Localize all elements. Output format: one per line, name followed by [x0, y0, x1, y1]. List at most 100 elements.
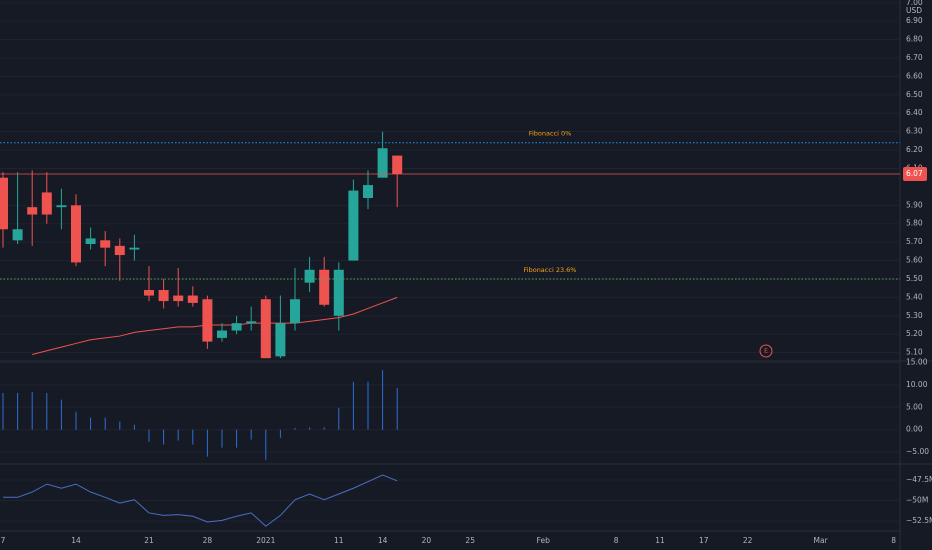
- y-tick-label: 7.00: [906, 0, 923, 7]
- x-tick-label: 2021: [256, 536, 275, 545]
- histogram-bar: [221, 429, 223, 448]
- histogram-bar: [294, 427, 296, 430]
- candle-body: [260, 299, 271, 359]
- candle-body: [290, 299, 300, 324]
- histogram-bar: [206, 429, 208, 457]
- histogram-bar: [367, 381, 369, 430]
- histogram-bar: [279, 429, 281, 438]
- candle-body: [27, 207, 38, 215]
- x-tick-label: 8: [891, 536, 896, 545]
- y-tick-label: 5.10: [906, 348, 923, 357]
- indicator-line: [3, 474, 398, 527]
- x-tick-label: 11: [334, 536, 344, 545]
- y-tick-label: 6.90: [906, 16, 923, 25]
- x-tick-label: 7: [1, 536, 6, 545]
- histogram-bar: [17, 392, 19, 430]
- x-tick-label: 28: [203, 536, 213, 545]
- y-tick-label: 5.00: [906, 402, 923, 411]
- y-tick-label: 5.50: [906, 274, 923, 283]
- histogram-bar: [31, 392, 33, 430]
- histogram-bar: [104, 417, 106, 430]
- candle-body: [114, 245, 125, 256]
- histogram-bar: [236, 429, 238, 448]
- event-marker: E: [764, 348, 768, 355]
- candle-body: [129, 247, 140, 250]
- y-tick-label: 5.30: [906, 311, 923, 320]
- x-tick-label: 14: [71, 536, 81, 545]
- y-tick-label: 6.30: [906, 127, 923, 136]
- x-tick-label: 17: [699, 536, 709, 545]
- x-tick-label: 14: [378, 536, 388, 545]
- y-tick-label: 6.80: [906, 35, 923, 44]
- x-tick-label: Mar: [814, 536, 829, 545]
- y-tick-label: 6.70: [906, 53, 923, 62]
- y-tick-label: 15.00: [906, 357, 928, 366]
- histogram-bar: [192, 429, 194, 445]
- histogram-bar: [177, 429, 179, 441]
- candle-body: [12, 229, 23, 241]
- x-tick-label: 11: [655, 536, 665, 545]
- y-tick-label: 5.20: [906, 329, 923, 338]
- candle-body: [0, 177, 8, 230]
- histogram-bar: [60, 399, 62, 430]
- y-tick-label: 5.90: [906, 200, 923, 209]
- candle-body: [363, 185, 373, 198]
- y-tick-label: 6.60: [906, 71, 923, 80]
- y-tick-label: 5.70: [906, 237, 923, 246]
- y-tick-label: 0.00: [906, 425, 923, 434]
- candle-body: [333, 269, 344, 316]
- candle-body: [319, 269, 330, 305]
- x-tick-label: 8: [614, 536, 619, 545]
- candle-body: [173, 295, 184, 302]
- candle-body: [85, 238, 96, 244]
- histogram-bar: [265, 429, 267, 460]
- histogram-bar: [250, 429, 252, 440]
- histogram-bar: [338, 407, 340, 430]
- candle-body: [100, 240, 111, 248]
- histogram-bar: [148, 429, 150, 442]
- candle-body: [71, 205, 81, 263]
- y-tick-label: 6.40: [906, 108, 923, 117]
- x-tick-label: 20: [422, 536, 432, 545]
- candle-body: [231, 323, 242, 331]
- histogram-bar: [163, 429, 165, 445]
- candle-body: [377, 148, 388, 178]
- y-tick-label: 5.80: [906, 219, 923, 228]
- candle-body: [348, 190, 359, 261]
- last-price-box: [903, 167, 927, 182]
- candle-body: [144, 290, 154, 296]
- event-marker-icon: [759, 344, 773, 358]
- histogram-bar: [309, 427, 311, 430]
- x-tick-label: 22: [743, 536, 753, 545]
- candle-body: [202, 299, 213, 342]
- histogram-bar: [133, 424, 135, 430]
- candle-body: [56, 205, 67, 208]
- y-tick-label: 6.20: [906, 145, 923, 154]
- currency-label: USD: [906, 6, 922, 15]
- histogram-bar: [382, 370, 384, 430]
- candle-body: [246, 321, 257, 324]
- histogram-bar: [75, 411, 77, 430]
- histogram-bar: [396, 388, 398, 430]
- candle-body: [187, 295, 198, 303]
- candle-body: [41, 192, 52, 215]
- y-tick-label: 6.50: [906, 90, 923, 99]
- histogram-bar: [119, 421, 121, 430]
- histogram-bar: [323, 427, 325, 430]
- y-tick-label: −47.5M: [906, 475, 932, 484]
- y-tick-label: −5.00: [906, 447, 929, 456]
- candle-body: [158, 290, 169, 302]
- x-tick-label: Feb: [537, 536, 551, 545]
- histogram-bar: [90, 417, 92, 430]
- candle-body: [392, 155, 403, 175]
- x-tick-label: 21: [144, 536, 154, 545]
- last-price-label: 6.07: [906, 169, 923, 178]
- x-tick-label: 25: [465, 536, 475, 545]
- histogram-bar: [352, 381, 354, 430]
- moving-average: [32, 296, 398, 355]
- candle-body: [217, 330, 227, 338]
- y-tick-label: 10.00: [906, 380, 928, 389]
- histogram-bar: [46, 392, 48, 430]
